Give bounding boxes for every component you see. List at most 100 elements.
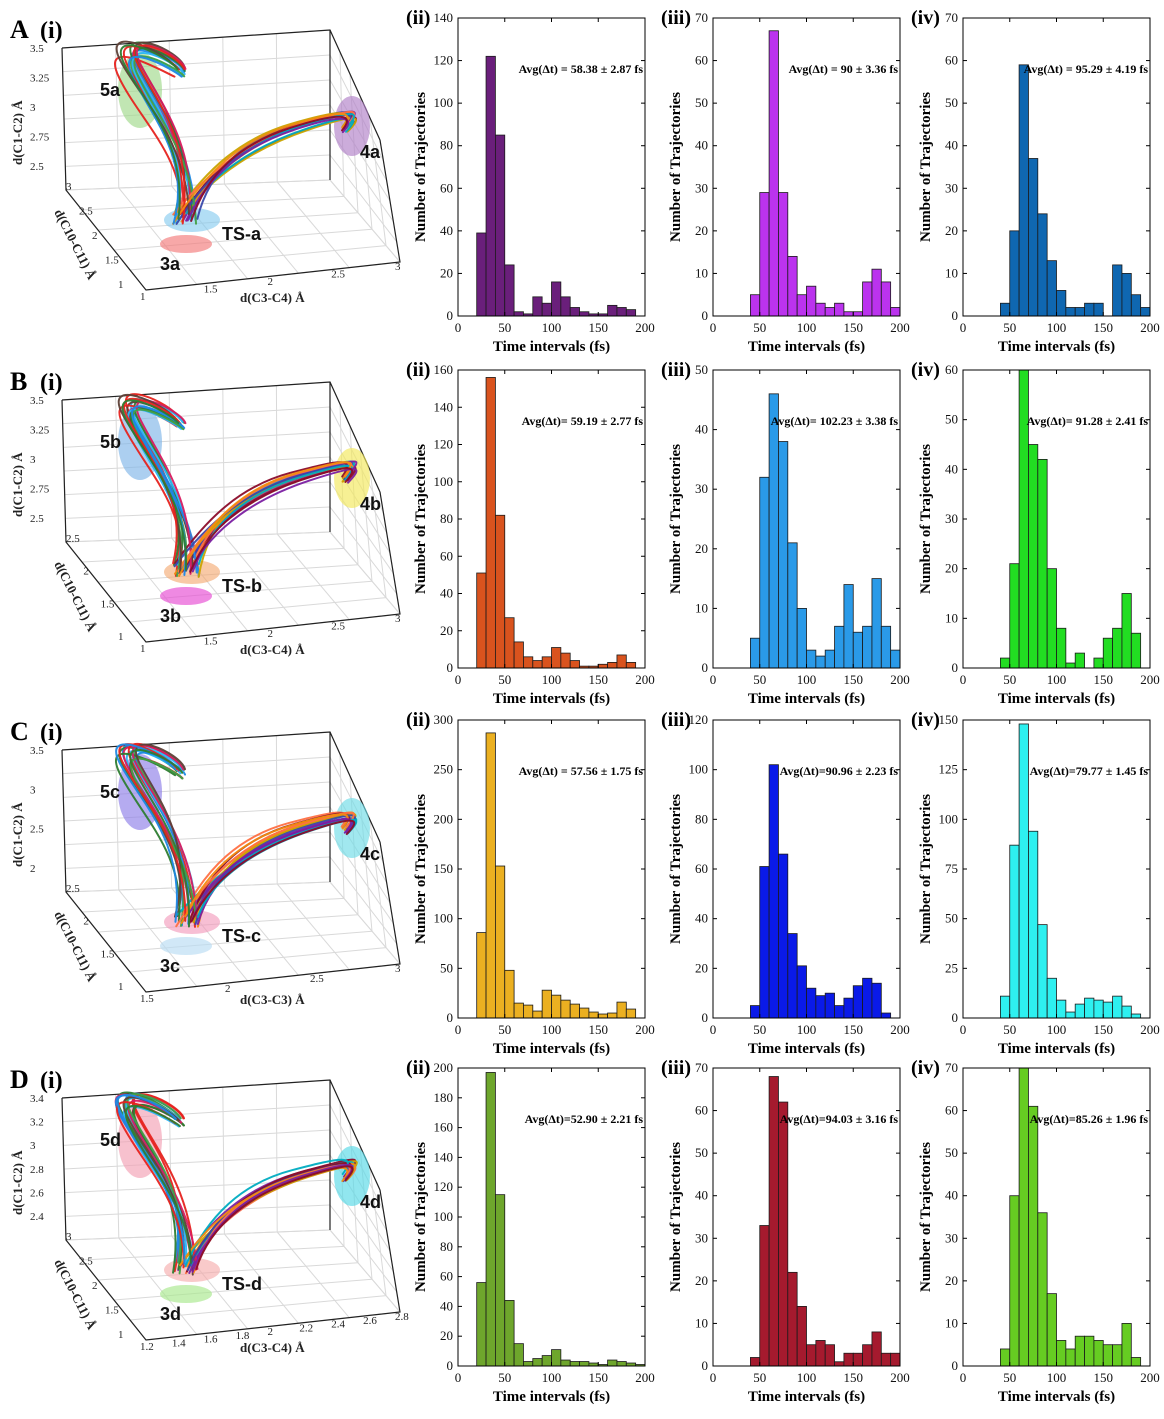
trajectory-curve	[131, 744, 198, 922]
histogram-d-3: 0 10 20 30 40 50 60 70 0 50 100 150 200 Time interval…	[661, 1057, 910, 1405]
grid-line	[275, 33, 278, 183]
histogram-b-2: 0 20 40 60 80 100 120 140 160 0 50 100 150 200 Time in…	[406, 359, 655, 707]
histogram-bar	[1000, 302, 1011, 317]
x-axis-label: Time intervals (fs)	[748, 1389, 865, 1405]
histogram-bar	[1130, 294, 1142, 317]
x-tick-label: 0	[710, 1370, 717, 1385]
label-ts: TS-c	[222, 926, 261, 946]
y-axis-label: Number of Trajectories	[413, 794, 429, 944]
histogram-bar	[843, 584, 854, 669]
panel-subtag: (ii)	[406, 1057, 430, 1079]
histogram-bar	[759, 866, 770, 1019]
y-tick-label: 150	[939, 712, 959, 727]
x-tick-label: 0	[710, 672, 717, 687]
trajectory-curves	[115, 743, 358, 928]
histogram-bar	[750, 294, 761, 317]
grid-line	[276, 181, 350, 268]
y-tick-label: 60	[440, 1269, 453, 1284]
histogram-bar	[485, 377, 496, 669]
grid-line	[97, 914, 359, 933]
x-tick-label: 1.5	[204, 284, 218, 296]
trajectory-curve	[190, 819, 356, 923]
trajectory-curve	[116, 1091, 177, 1274]
y-tick-label: 2.5	[79, 206, 93, 218]
z-tick-label: 2.75	[30, 484, 50, 496]
x-tick-label: 200	[890, 672, 910, 687]
grid-line	[65, 531, 331, 543]
x-tick-label: 200	[1140, 320, 1160, 335]
histogram-bar	[1000, 995, 1011, 1019]
histogram-bar	[569, 660, 580, 669]
histogram-bar	[1112, 264, 1123, 317]
histogram-bar	[1112, 995, 1123, 1019]
x-tick-label: 50	[498, 1022, 511, 1037]
histogram-bar	[1093, 302, 1104, 317]
histogram-bar	[541, 989, 552, 1019]
x-tick-label: 100	[1047, 320, 1067, 335]
y-tick-label: 120	[434, 437, 454, 452]
histogram-bar	[759, 476, 770, 669]
y-tick-label: 3	[66, 1231, 72, 1243]
grid-line	[113, 1278, 373, 1301]
histogram-bars	[750, 1076, 901, 1367]
histogram-bar	[880, 1352, 892, 1367]
y-axis-label: Number of Trajectories	[668, 1142, 684, 1292]
histogram-bar	[485, 732, 496, 1019]
y-tick-label: 20	[695, 541, 708, 556]
grid-line	[62, 1104, 331, 1123]
histogram-bar	[513, 1343, 524, 1367]
box-edge	[61, 749, 401, 993]
y-tick-label: 50	[695, 1145, 708, 1160]
y-tick-label: 125	[939, 762, 959, 777]
grid-line	[63, 431, 331, 448]
histogram-bar	[504, 969, 515, 1019]
y-tick-label: 10	[945, 265, 958, 280]
histogram-bar	[579, 311, 590, 317]
histogram-b-3: 0 10 20 30 40 50 0 50 100 150 200 Time intervals (f…	[661, 359, 910, 707]
y-axis-label: Number of Trajectories	[918, 92, 934, 242]
y-tick-label: 60	[440, 180, 453, 195]
histogram-bar	[1121, 273, 1132, 317]
y-tick-label: 0	[447, 660, 454, 675]
histogram-bar	[852, 1352, 864, 1367]
x-axis-label: Time intervals (fs)	[748, 691, 865, 707]
histogram-bar	[750, 1357, 761, 1367]
histogram-bar	[1065, 1011, 1076, 1019]
histogram-bar	[588, 1011, 599, 1019]
histogram-bars	[476, 377, 637, 669]
z-tick-label: 2.8	[30, 1164, 44, 1176]
y-tick-label: 100	[434, 95, 454, 110]
histogram-bar	[616, 1001, 627, 1019]
grid-line	[329, 881, 401, 965]
z-axis-label: d(C1-C2) Å	[10, 100, 25, 165]
grid-line	[81, 547, 345, 563]
y-tick-label: 20	[440, 1328, 453, 1343]
trajectory-curve	[189, 468, 358, 573]
histogram-bar	[560, 652, 571, 669]
x-tick-label: 100	[1047, 1022, 1067, 1037]
panel-letter: C	[10, 717, 29, 746]
x-axis-label: Time intervals (fs)	[748, 339, 865, 355]
y-axis-label: d(C10-C11) Å	[51, 207, 100, 283]
grid-line	[329, 1204, 398, 1292]
x-tick-label: 100	[1047, 672, 1067, 687]
z-tick-label: 2.6	[30, 1187, 44, 1199]
histogram-bar	[560, 296, 571, 317]
histogram-bar	[569, 307, 580, 317]
histogram-c-4: 0 25 50 75 100 125 150 0 50 100 150 200 Time interva…	[911, 709, 1160, 1057]
trajectory-curves	[114, 1091, 358, 1276]
histogram-bar	[532, 1358, 543, 1367]
histogram-a-4: 0 10 20 30 40 50 60 70 0 50 100 150 200 Time interval…	[911, 7, 1160, 355]
x-tick-label: 0	[455, 1370, 462, 1385]
y-tick-label: 30	[945, 180, 958, 195]
histogram-bar	[778, 192, 789, 317]
histogram-bar	[504, 264, 515, 317]
grid-line	[329, 531, 401, 615]
x-tick-label: 200	[635, 320, 655, 335]
grid-line	[369, 117, 387, 246]
grid-line	[276, 533, 350, 620]
y-tick-label: 20	[695, 223, 708, 238]
region-bottom-blob	[160, 235, 212, 253]
x-axis-label: Time intervals (fs)	[493, 339, 610, 355]
histogram-bar	[834, 302, 845, 317]
